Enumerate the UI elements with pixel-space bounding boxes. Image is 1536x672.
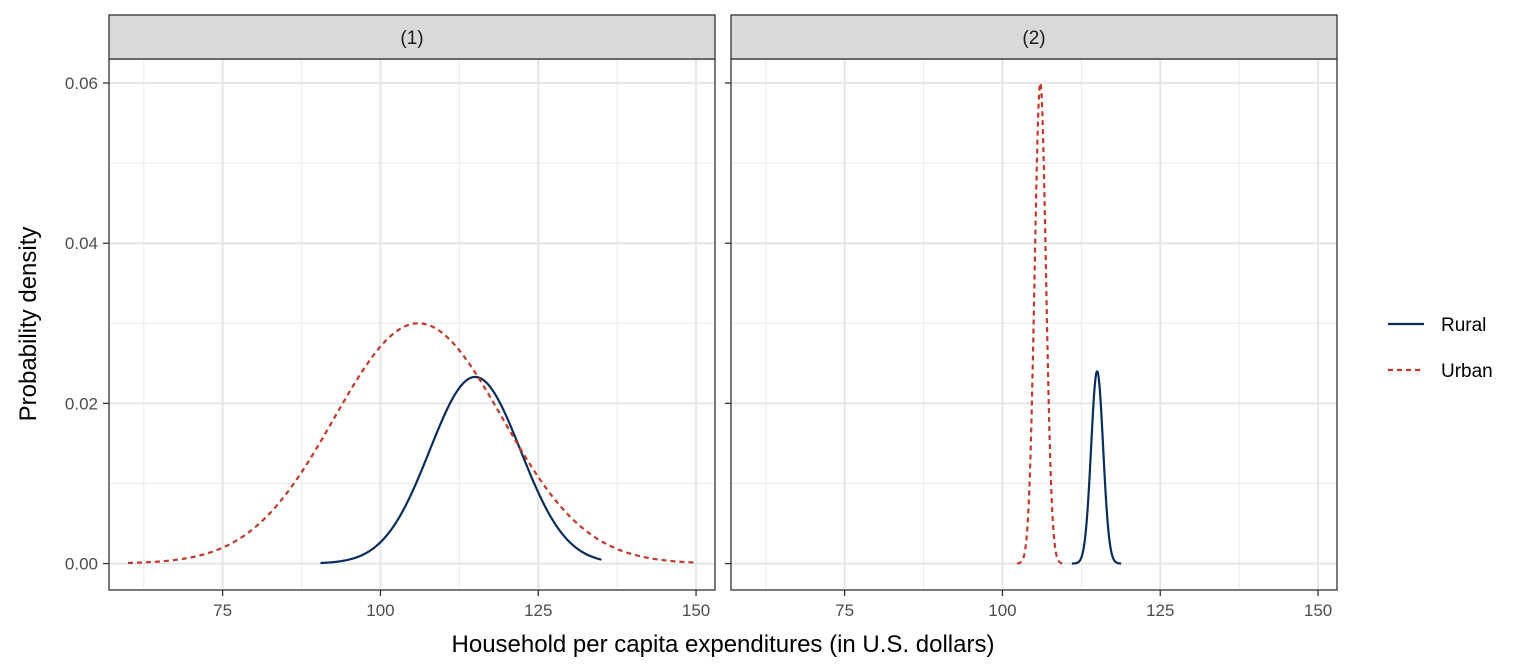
facet-panel-1: (1) 75 100 125 150 xyxy=(103,14,716,620)
x-tick-label: 125 xyxy=(524,601,552,620)
series-line-rural-facet-2 xyxy=(1071,370,1122,565)
facet-panels: (1) 75 100 125 150 (2) 75 100 125 150 xyxy=(103,14,1338,620)
x-axis-title: Household per capita expenditures (in U.… xyxy=(452,631,995,658)
y-tick-label: 0.00 xyxy=(65,555,98,574)
y-axis-title: Probability density xyxy=(15,227,42,422)
x-tick-label: 125 xyxy=(1146,601,1174,620)
panel-background xyxy=(109,59,715,590)
facet-strip xyxy=(108,14,716,60)
legend-label-rural: Rural xyxy=(1441,315,1486,336)
x-tick-label: 75 xyxy=(213,601,232,620)
legend-item-rural: Rural xyxy=(1388,315,1486,336)
x-tick-label: 100 xyxy=(366,601,394,620)
legend-label-urban: Urban xyxy=(1441,361,1493,382)
x-tick-label: 75 xyxy=(835,601,854,620)
legend-item-urban: Urban xyxy=(1388,361,1493,382)
y-axis: 0.00 0.02 0.04 0.06 xyxy=(65,74,98,574)
facet-strip-label: (2) xyxy=(1022,28,1045,49)
facet-panel-2: (2) 75 100 125 150 xyxy=(725,14,1338,620)
x-tick-label: 150 xyxy=(1304,601,1332,620)
series-line-urban-facet-2 xyxy=(1016,81,1064,565)
x-tick-label: 100 xyxy=(988,601,1016,620)
x-tick-label: 150 xyxy=(682,601,710,620)
legend: Rural Urban xyxy=(1388,315,1493,382)
y-tick-label: 0.02 xyxy=(65,394,98,413)
y-tick-label: 0.06 xyxy=(65,74,98,93)
y-tick-label: 0.04 xyxy=(65,234,98,253)
facet-strip xyxy=(730,14,1338,60)
facet-strip-label: (1) xyxy=(400,28,423,49)
series-line-rural-facet-1 xyxy=(320,375,602,565)
